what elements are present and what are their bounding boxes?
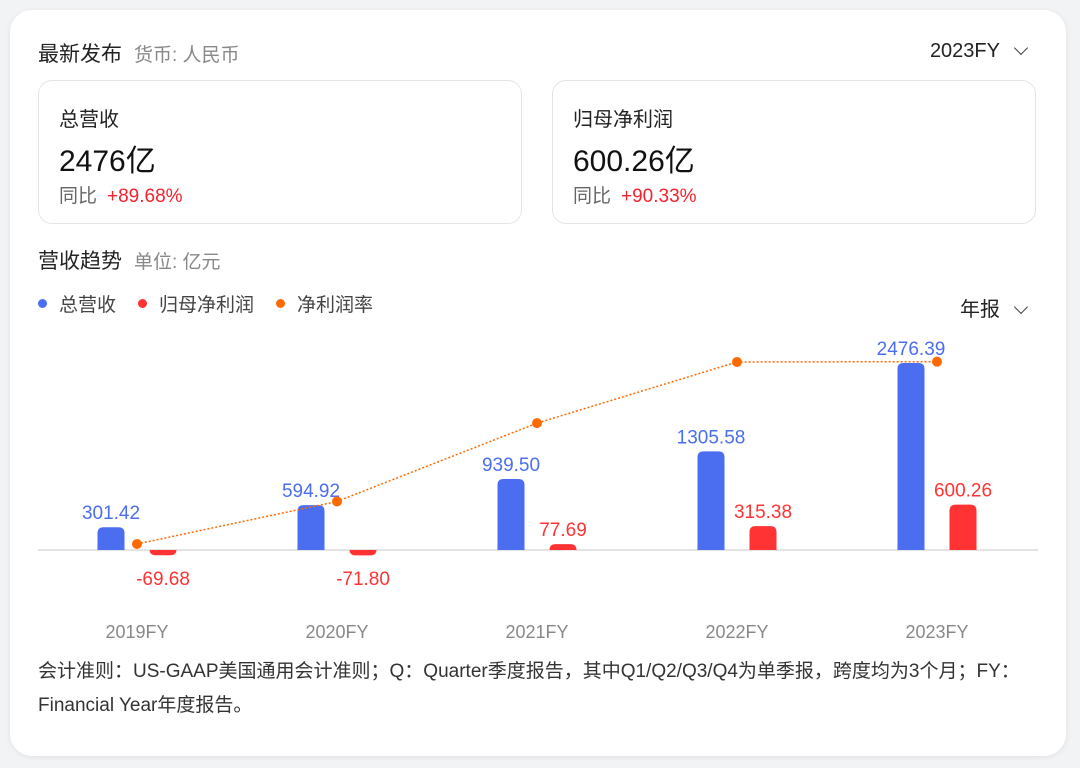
legend-item-net-profit[interactable]: 归母净利润 xyxy=(138,290,254,317)
kpi-card-net-profit: 归母净利润 600.26亿 同比 +90.33% xyxy=(552,80,1036,224)
period-dropdown[interactable]: 2023FY xyxy=(929,40,1029,63)
legend-dot xyxy=(276,299,286,308)
bar-revenue xyxy=(97,527,125,550)
kpi-yoy: 同比 +89.68% xyxy=(59,181,183,208)
trend-header: 营收趋势 单位: 亿元 xyxy=(38,245,221,275)
x-tick-label: 2021FY xyxy=(505,622,568,640)
data-label-net-profit: 77.69 xyxy=(539,520,587,541)
bar-net-profit xyxy=(749,526,777,550)
net-margin-point xyxy=(532,418,542,429)
net-margin-point xyxy=(932,356,942,367)
legend-label: 净利润率 xyxy=(297,295,374,316)
financial-card: 最新发布 货币: 人民币 2023FY 总营收 2476亿 同比 +89.68% 归… xyxy=(10,10,1066,756)
chevron-down-icon xyxy=(1013,40,1029,56)
yoy-label: 同比 xyxy=(573,186,612,207)
legend-item-net-margin[interactable]: 净利润率 xyxy=(276,290,373,317)
x-tick-label: 2019FY xyxy=(105,622,168,640)
legend-label: 总营收 xyxy=(59,295,117,316)
data-label-net-profit: -71.80 xyxy=(336,569,390,590)
bar-net-profit xyxy=(549,544,577,551)
bar-net-profit xyxy=(949,504,977,550)
data-label-net-profit: -69.68 xyxy=(136,569,190,590)
x-tick-label: 2023FY xyxy=(905,622,968,640)
kpi-card-revenue: 总营收 2476亿 同比 +89.68% xyxy=(38,80,522,224)
x-tick-label: 2020FY xyxy=(305,622,368,640)
data-label-revenue: 2476.39 xyxy=(877,339,946,360)
kpi-yoy: 同比 +90.33% xyxy=(573,181,697,208)
report-type-value: 年报 xyxy=(960,299,1000,321)
report-type-dropdown[interactable]: 年报 xyxy=(960,293,1029,322)
period-value: 2023FY xyxy=(929,40,1000,62)
yoy-value: +89.68% xyxy=(107,186,183,207)
legend-item-revenue[interactable]: 总营收 xyxy=(38,290,116,317)
legend-dot xyxy=(38,299,47,308)
legend-label: 归母净利润 xyxy=(159,295,255,316)
data-label-net-profit: 600.26 xyxy=(934,481,992,502)
kpi-label: 总营收 xyxy=(59,109,119,131)
section-title: 最新发布 xyxy=(38,43,122,66)
data-label-revenue: 301.42 xyxy=(82,503,140,524)
currency-label: 货币: 人民币 xyxy=(134,45,240,66)
footnote: 会计准则：US-GAAP美国通用会计准则；Q：Quarter季度报告，其中Q1/… xyxy=(38,661,1020,716)
data-label-revenue: 939.50 xyxy=(482,455,540,476)
net-margin-line xyxy=(136,360,938,545)
chart-legend: 总营收 归母净利润 净利润率 xyxy=(38,290,373,317)
bar-revenue xyxy=(297,505,325,550)
kpi-label: 归母净利润 xyxy=(573,109,673,131)
bar-revenue xyxy=(897,363,925,550)
trend-title: 营收趋势 xyxy=(38,250,122,273)
data-label-revenue: 594.92 xyxy=(282,481,340,502)
net-margin-point xyxy=(732,356,742,367)
kpi-value: 2476亿 xyxy=(59,145,156,178)
header: 最新发布 货币: 人民币 xyxy=(38,38,240,68)
yoy-label: 同比 xyxy=(59,186,98,207)
data-label-net-profit: 315.38 xyxy=(734,502,792,523)
net-margin-point xyxy=(132,539,142,549)
unit-label: 单位: 亿元 xyxy=(134,252,221,273)
chart: 301.42 -69.68 2019FY 594.92 -71.80 2020FY 939.… xyxy=(38,339,1038,640)
bar-revenue xyxy=(697,451,725,550)
bar-net-profit xyxy=(149,549,177,556)
x-tick-label: 2022FY xyxy=(705,622,768,640)
bar-net-profit xyxy=(349,549,377,556)
data-label-revenue: 1305.58 xyxy=(677,427,746,448)
kpi-value: 600.26亿 xyxy=(573,145,695,178)
yoy-value: +90.33% xyxy=(621,186,697,207)
legend-dot xyxy=(138,299,148,308)
bar-revenue xyxy=(497,479,525,550)
net-margin-point xyxy=(332,496,342,507)
chevron-down-icon xyxy=(1013,299,1029,315)
